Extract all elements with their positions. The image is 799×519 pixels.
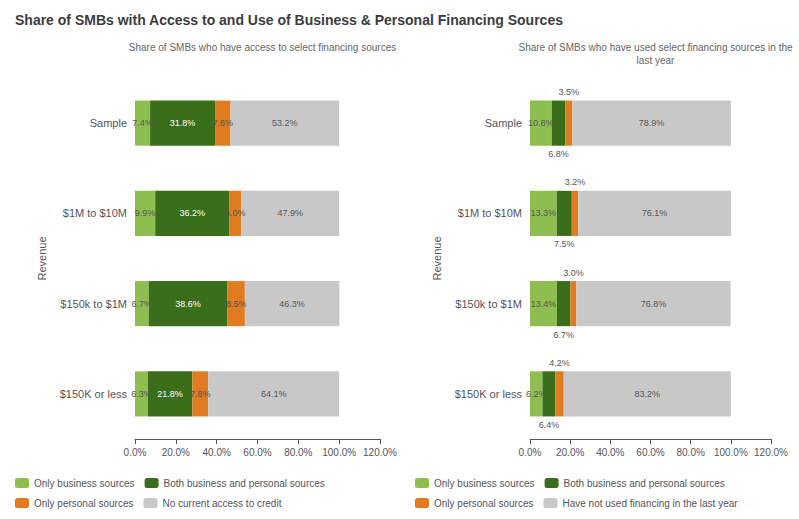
svg-text:Have not used financing in the: Have not used financing in the last year <box>562 498 738 509</box>
svg-text:6.0%: 6.0% <box>225 208 246 218</box>
svg-text:47.9%: 47.9% <box>278 208 304 218</box>
svg-text:$150K or less: $150K or less <box>455 388 523 400</box>
svg-text:6.8%: 6.8% <box>548 149 569 159</box>
svg-text:46.3%: 46.3% <box>279 299 305 309</box>
svg-text:0.0%: 0.0% <box>124 447 147 458</box>
svg-text:60.0%: 60.0% <box>636 447 664 458</box>
svg-text:13.3%: 13.3% <box>531 208 557 218</box>
svg-text:Sample: Sample <box>485 117 522 129</box>
svg-text:$150k to $1M: $150k to $1M <box>455 298 522 310</box>
svg-text:0.0%: 0.0% <box>519 447 542 458</box>
svg-text:3.2%: 3.2% <box>565 177 586 187</box>
svg-text:6.2%: 6.2% <box>526 389 547 399</box>
svg-text:Revenue: Revenue <box>431 236 443 280</box>
svg-text:Only personal sources: Only personal sources <box>434 498 534 509</box>
svg-text:Only personal sources: Only personal sources <box>34 498 134 509</box>
svg-text:6.7%: 6.7% <box>553 330 574 340</box>
svg-text:100.0%: 100.0% <box>714 447 748 458</box>
svg-text:100.0%: 100.0% <box>322 447 356 458</box>
svg-text:83.2%: 83.2% <box>635 389 661 399</box>
svg-text:10.8%: 10.8% <box>528 118 554 128</box>
svg-text:80.0%: 80.0% <box>284 447 312 458</box>
svg-text:Only business sources: Only business sources <box>34 478 135 489</box>
svg-text:40.0%: 40.0% <box>596 447 624 458</box>
svg-text:3.5%: 3.5% <box>559 87 580 97</box>
svg-text:7.6%: 7.6% <box>213 118 234 128</box>
svg-text:$1M to $10M: $1M to $10M <box>458 207 522 219</box>
svg-text:80.0%: 80.0% <box>676 447 704 458</box>
svg-text:76.8%: 76.8% <box>641 299 667 309</box>
svg-text:20.0%: 20.0% <box>162 447 190 458</box>
svg-text:21.8%: 21.8% <box>157 389 183 399</box>
svg-text:78.9%: 78.9% <box>639 118 665 128</box>
svg-text:6.7%: 6.7% <box>132 299 153 309</box>
svg-text:$1M to $10M: $1M to $10M <box>63 207 127 219</box>
svg-text:64.1%: 64.1% <box>261 389 287 399</box>
svg-text:53.2%: 53.2% <box>272 118 298 128</box>
svg-text:$150k to $1M: $150k to $1M <box>60 298 127 310</box>
svg-text:76.1%: 76.1% <box>642 208 668 218</box>
svg-text:Share of SMBs who have used se: Share of SMBs who have used select finan… <box>518 42 792 53</box>
svg-text:Share of SMBs with Access to a: Share of SMBs with Access to and Use of … <box>15 12 563 28</box>
svg-text:120.0%: 120.0% <box>754 447 788 458</box>
svg-text:60.0%: 60.0% <box>243 447 271 458</box>
svg-text:4.2%: 4.2% <box>549 358 570 368</box>
svg-text:last year: last year <box>637 55 675 66</box>
svg-text:7.5%: 7.5% <box>554 239 575 249</box>
svg-text:Share of SMBs who have access: Share of SMBs who have access to select … <box>129 42 396 53</box>
svg-text:Sample: Sample <box>90 117 127 129</box>
svg-text:31.8%: 31.8% <box>170 118 196 128</box>
svg-text:Revenue: Revenue <box>36 236 48 280</box>
svg-text:3.0%: 3.0% <box>563 268 584 278</box>
svg-text:120.0%: 120.0% <box>363 447 397 458</box>
svg-text:Both business and personal sou: Both business and personal sources <box>164 478 325 489</box>
svg-text:6.3%: 6.3% <box>131 389 152 399</box>
svg-text:8.5%: 8.5% <box>226 299 247 309</box>
svg-text:7.8%: 7.8% <box>190 389 211 399</box>
svg-text:13.4%: 13.4% <box>531 299 557 309</box>
svg-text:7.4%: 7.4% <box>132 118 153 128</box>
svg-text:No current access to credit: No current access to credit <box>162 498 281 509</box>
svg-text:38.6%: 38.6% <box>175 299 201 309</box>
svg-text:Only business sources: Only business sources <box>434 478 535 489</box>
svg-text:20.0%: 20.0% <box>556 447 584 458</box>
svg-text:Both business and personal sou: Both business and personal sources <box>564 478 725 489</box>
svg-text:9.9%: 9.9% <box>135 208 156 218</box>
svg-text:40.0%: 40.0% <box>202 447 230 458</box>
svg-text:36.2%: 36.2% <box>179 208 205 218</box>
svg-text:$150K or less: $150K or less <box>60 388 128 400</box>
svg-text:6.4%: 6.4% <box>539 420 560 430</box>
